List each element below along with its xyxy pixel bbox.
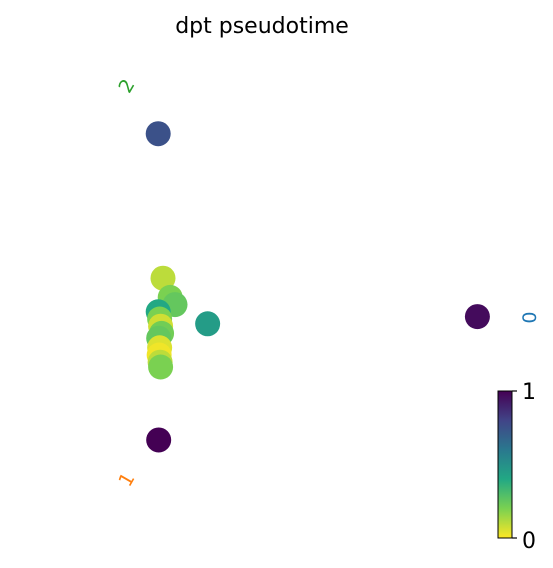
scatter-point-12: [148, 354, 174, 380]
colorbar: 1 0: [497, 380, 536, 554]
chart-title: dpt pseudotime: [175, 14, 349, 39]
scatter-point-1: [150, 265, 176, 291]
scatter-point-14: [464, 304, 490, 330]
cluster-label-0: 0: [519, 312, 541, 324]
scatter-points: [145, 121, 490, 453]
scatter-point-15: [146, 427, 172, 453]
colorbar-tick-label-max: 1: [522, 380, 536, 405]
cluster-label-2: 2: [114, 75, 139, 96]
colorbar-gradient-bar: [497, 390, 513, 539]
colorbar-tick-label-min: 0: [522, 529, 536, 554]
cluster-labels: 2 0 1: [114, 75, 541, 490]
scatter-point-0: [145, 121, 171, 147]
scatter-point-13: [195, 311, 221, 337]
cluster-label-1: 1: [114, 469, 139, 490]
